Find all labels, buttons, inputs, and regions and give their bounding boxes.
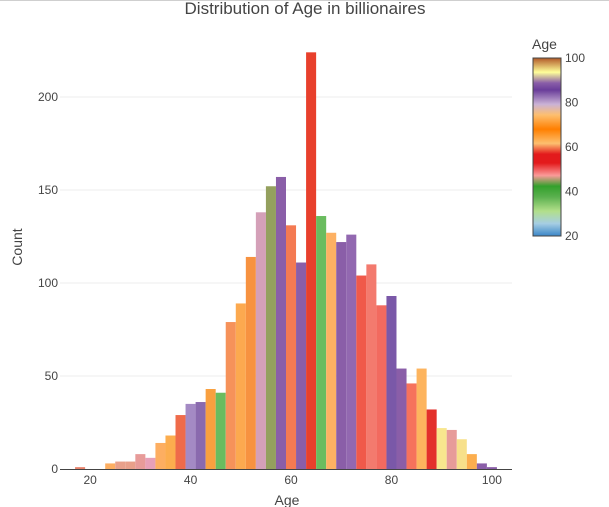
histogram-bar (366, 264, 377, 469)
histogram-bar (275, 176, 286, 470)
y-tick-labels: 0 50 100 150 200 (38, 90, 58, 476)
histogram-bar (125, 461, 136, 469)
chart-title: Distribution of Age in billionaires (185, 0, 426, 18)
colorbar-tick-label: 20 (565, 229, 579, 243)
x-axis-title: Age (275, 492, 300, 507)
x-tick-label: 40 (184, 473, 198, 487)
histogram-bar (296, 262, 307, 469)
histogram-bar (376, 305, 387, 469)
histogram-bar (135, 454, 146, 469)
histogram-bar (155, 442, 166, 469)
histogram-bar (426, 409, 437, 469)
y-tick-label: 0 (51, 462, 58, 476)
y-tick-label: 100 (38, 276, 58, 290)
x-tick-label: 100 (482, 473, 502, 487)
histogram-bar (416, 368, 427, 469)
y-tick-label: 150 (38, 183, 58, 197)
histogram-bar (356, 275, 367, 469)
colorbar-gradient (532, 57, 562, 237)
histogram-bar (235, 303, 246, 469)
y-tick-label: 50 (45, 369, 59, 383)
histogram-bar (346, 234, 357, 469)
colorbar-legend: Age 20 40 60 80 100 (532, 36, 585, 243)
histogram-bar (75, 467, 86, 469)
histogram-bar (396, 368, 407, 469)
histogram-bar (386, 296, 397, 469)
histogram-bar (436, 428, 447, 469)
colorbar-tick-label: 60 (565, 140, 579, 154)
x-tick-label: 20 (83, 473, 97, 487)
histogram-bar (336, 242, 347, 469)
histogram-bar (175, 415, 186, 469)
histogram-bar (316, 216, 327, 469)
histogram-bar (286, 225, 297, 469)
histogram-bar (245, 256, 256, 469)
histogram-bar (326, 232, 337, 469)
y-axis-title: Count (9, 228, 25, 265)
bars (75, 52, 497, 470)
histogram-bar (306, 52, 317, 470)
histogram-bar (215, 392, 226, 469)
colorbar-tick-label: 40 (565, 185, 579, 199)
histogram-bar (466, 454, 477, 469)
histogram-bar (105, 463, 116, 469)
histogram-bar (476, 463, 487, 469)
histogram-bar (456, 439, 467, 469)
x-tick-label: 60 (284, 473, 298, 487)
histogram-bar (195, 402, 206, 469)
colorbar-tick-labels: 20 40 60 80 100 (565, 51, 585, 243)
histogram-bar (165, 435, 176, 469)
colorbar-tick-label: 80 (565, 96, 579, 110)
histogram-bar (145, 457, 156, 469)
colorbar-title: Age (532, 36, 557, 52)
histogram-bar (486, 467, 497, 469)
y-tick-label: 200 (38, 90, 58, 104)
x-tick-labels: 20 40 60 80 100 (83, 473, 502, 487)
histogram-bar (205, 389, 216, 469)
histogram-bar (255, 212, 266, 469)
histogram-bar (446, 429, 457, 469)
top-border (0, 0, 609, 1)
histogram-bar (225, 322, 236, 469)
histogram-bar (265, 186, 276, 469)
histogram-bar (185, 403, 196, 469)
histogram-bar (115, 461, 126, 469)
colorbar-tick-label: 100 (565, 51, 585, 65)
histogram-bar (406, 383, 417, 469)
x-tick-label: 80 (385, 473, 399, 487)
